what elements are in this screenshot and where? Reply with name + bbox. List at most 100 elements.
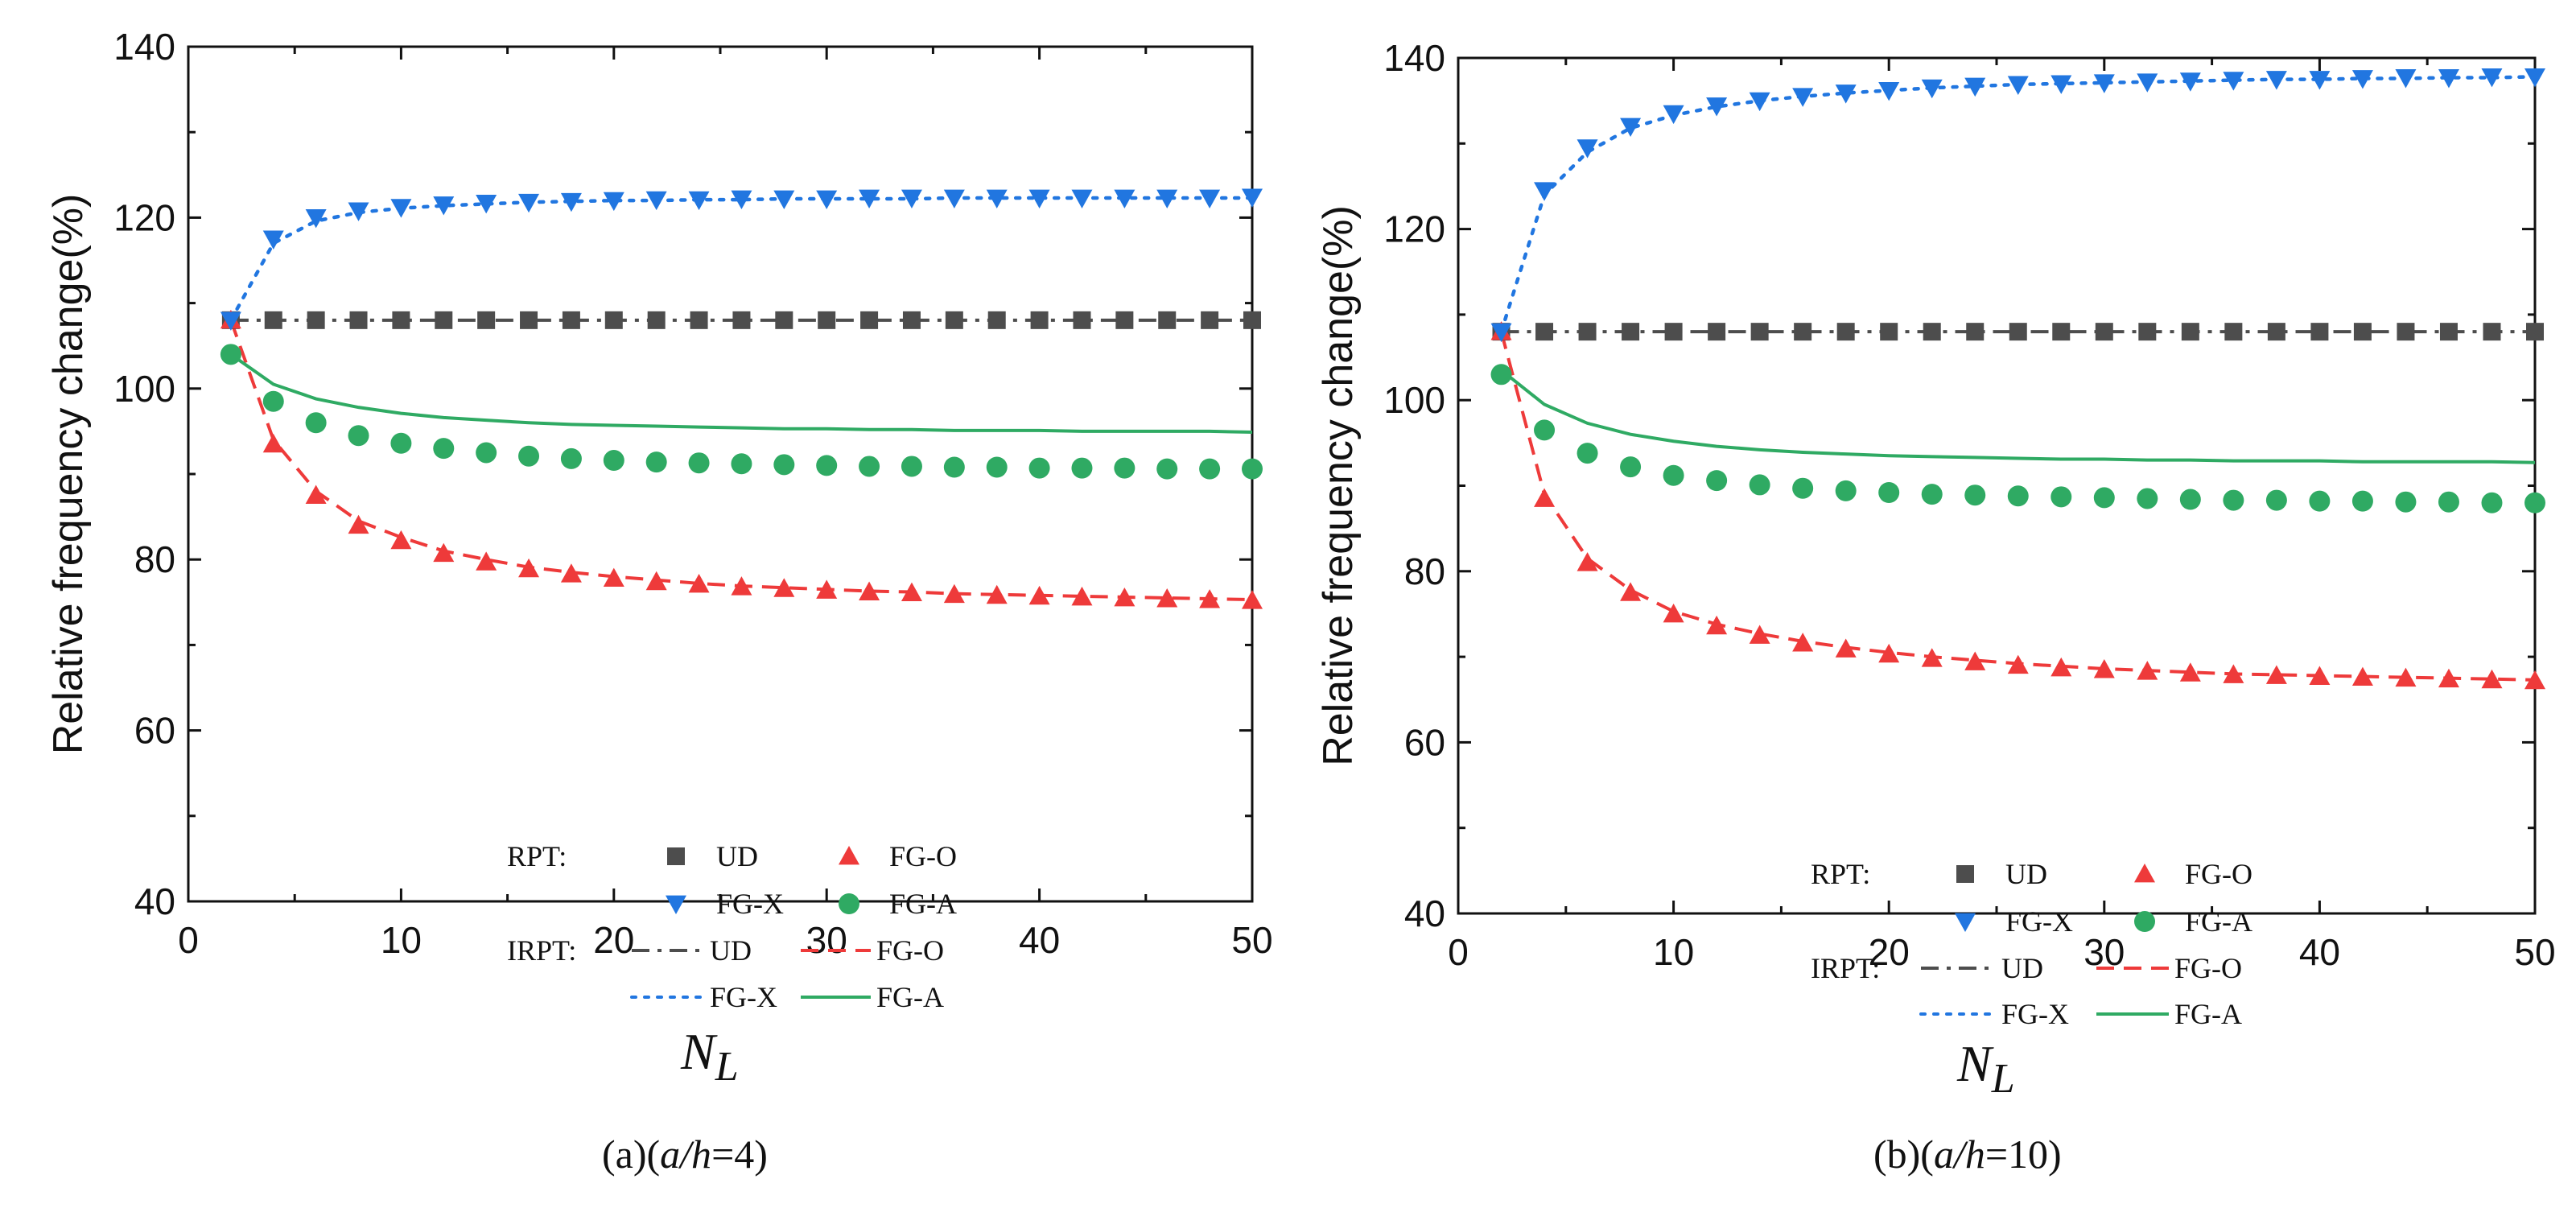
legend-irpt-prefix: IRPT: bbox=[1811, 952, 1880, 984]
rpt-point-fg-a bbox=[1071, 457, 1093, 479]
rpt-point-fg-x bbox=[1964, 77, 1986, 97]
rpt-point-fg-x bbox=[1620, 118, 1642, 138]
rpt-point-fg-a bbox=[2438, 491, 2459, 513]
rpt-point-fg-o bbox=[476, 551, 497, 571]
rpt-point-fg-o bbox=[2481, 669, 2503, 689]
rpt-point-fg-o bbox=[688, 573, 710, 593]
rpt-point-ud bbox=[2397, 323, 2415, 341]
rpt-point-fg-a bbox=[1878, 482, 1900, 504]
rpt-point-ud bbox=[647, 311, 666, 329]
rpt-point-fg-x bbox=[2007, 76, 2029, 95]
y-tick-label: 60 bbox=[1404, 721, 1445, 763]
rpt-point-fg-x bbox=[1028, 189, 1050, 208]
rpt-point-ud bbox=[2267, 323, 2285, 341]
rpt-point-fg-o bbox=[2179, 662, 2201, 682]
rpt-point-fg-a bbox=[1199, 458, 1221, 480]
rpt-point-ud bbox=[2138, 323, 2157, 341]
rpt-point-fg-x bbox=[943, 189, 965, 208]
rpt-point-fg-x bbox=[433, 196, 455, 216]
caption-b: (b)(a/h=10) bbox=[1873, 1132, 2062, 1177]
rpt-point-fg-a bbox=[731, 453, 752, 475]
rpt-point-fg-x bbox=[1749, 92, 1770, 112]
rpt-point-fg-x bbox=[1071, 189, 1093, 208]
rpt-point-fg-x bbox=[390, 199, 412, 218]
rpt-point-fg-a bbox=[2223, 489, 2244, 511]
rpt-point-fg-x bbox=[603, 192, 624, 212]
series-lines-a bbox=[229, 196, 1255, 602]
legend-label-rpt-fg-x: FG-X bbox=[2005, 905, 2073, 938]
rpt-point-fg-x bbox=[305, 209, 327, 229]
rpt-point-fg-a bbox=[220, 344, 241, 365]
legend-a: RPT: IRPT: UD FG-O FG-X FG-A UD FG-O FG-X FG-A bbox=[507, 840, 957, 1013]
rpt-point-ud bbox=[1880, 323, 1898, 341]
rpt-point-fg-x bbox=[1921, 79, 1943, 99]
rpt-point-fg-o bbox=[1706, 615, 1728, 635]
legend-marker-fg-o bbox=[2134, 864, 2155, 883]
rpt-point-fg-a bbox=[1114, 457, 1136, 479]
y-tick-label: 40 bbox=[1404, 893, 1445, 934]
rpt-point-fg-o bbox=[1921, 648, 1943, 667]
rpt-point-ud bbox=[1622, 323, 1640, 341]
rpt-point-fg-x bbox=[1835, 85, 1857, 104]
rpt-point-fg-x bbox=[1242, 188, 1263, 208]
rpt-point-fg-a bbox=[2265, 489, 2287, 511]
rpt-point-ud bbox=[2009, 323, 2027, 341]
rpt-point-fg-o bbox=[1242, 590, 1263, 609]
rpt-point-fg-o bbox=[1156, 588, 1178, 608]
rpt-point-ud bbox=[1073, 311, 1091, 329]
rpt-point-ud bbox=[1535, 323, 1554, 341]
rpt-point-ud bbox=[264, 311, 282, 329]
rpt-point-fg-a bbox=[2351, 490, 2373, 512]
rpt-point-ud bbox=[902, 311, 921, 329]
rpt-point-fg-a bbox=[262, 390, 284, 412]
rpt-point-ud bbox=[860, 311, 879, 329]
x-tick-label: 10 bbox=[1653, 931, 1694, 973]
rpt-point-fg-x bbox=[262, 230, 284, 249]
y-tick-label: 60 bbox=[134, 710, 175, 752]
rpt-point-fg-x bbox=[1490, 323, 1512, 343]
x-tick-label: 30 bbox=[2083, 931, 2125, 973]
rpt-point-fg-o bbox=[943, 583, 965, 604]
legend-marker-fg-a bbox=[839, 893, 859, 914]
rpt-point-ud bbox=[1201, 311, 1219, 329]
rpt-point-ud bbox=[732, 311, 751, 329]
rpt-point-fg-x bbox=[348, 202, 369, 221]
rpt-point-fg-o bbox=[1199, 589, 1221, 608]
rpt-point-fg-o bbox=[1577, 552, 1598, 571]
rpt-point-fg-o bbox=[2050, 657, 2072, 677]
rpt-point-fg-a bbox=[1749, 474, 1770, 496]
rpt-point-fg-a bbox=[476, 442, 497, 464]
rpt-point-fg-o bbox=[1534, 488, 1556, 507]
rpt-point-ud bbox=[1664, 323, 1683, 341]
rpt-point-ud bbox=[520, 311, 538, 329]
rpt-point-fg-o bbox=[2524, 670, 2545, 690]
rpt-point-ud bbox=[2095, 323, 2113, 341]
rpt-point-fg-a bbox=[1577, 443, 1598, 464]
rpt-point-fg-o bbox=[348, 514, 369, 534]
y-tick-label: 140 bbox=[1383, 37, 1445, 79]
rpt-point-ud bbox=[1923, 323, 1941, 341]
rpt-point-fg-o bbox=[901, 582, 922, 602]
rpt-point-fg-x bbox=[1878, 81, 1900, 101]
rpt-point-fg-x bbox=[2179, 72, 2201, 92]
rpt-point-fg-a bbox=[2093, 487, 2115, 509]
rpt-point-ud bbox=[690, 311, 708, 329]
rpt-point-ud bbox=[1243, 311, 1261, 329]
rpt-point-fg-x bbox=[986, 189, 1008, 208]
x-tick-label: 30 bbox=[806, 919, 847, 961]
legend-label-rpt-fg-o: FG-O bbox=[889, 840, 957, 872]
rpt-point-fg-x bbox=[2309, 71, 2331, 90]
rpt-point-fg-o bbox=[986, 584, 1008, 604]
rpt-point-fg-x bbox=[2438, 69, 2459, 89]
irpt-line-fg-a bbox=[229, 353, 1253, 434]
rpt-point-fg-o bbox=[2265, 665, 2287, 684]
x-tick-label: 0 bbox=[178, 919, 199, 961]
rpt-point-fg-a bbox=[305, 412, 327, 434]
y-tick-label: 120 bbox=[113, 196, 175, 238]
rpt-point-fg-a bbox=[1534, 419, 1556, 441]
rpt-point-fg-a bbox=[2395, 491, 2417, 513]
rpt-point-ud bbox=[2052, 323, 2071, 341]
x-tick-label: 20 bbox=[1869, 931, 1910, 973]
rpt-point-fg-o bbox=[390, 530, 412, 550]
